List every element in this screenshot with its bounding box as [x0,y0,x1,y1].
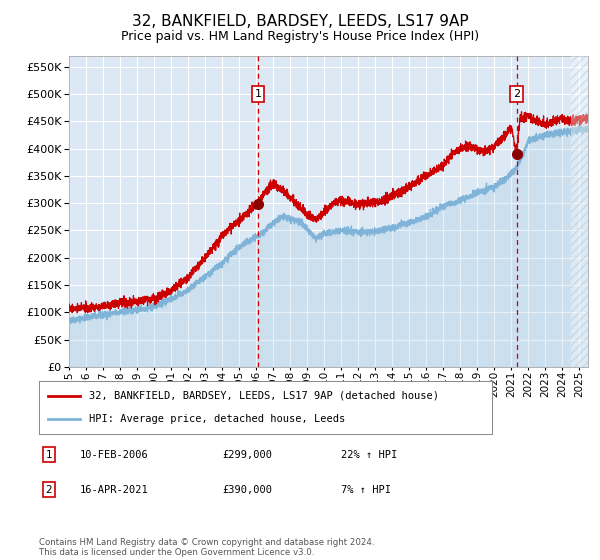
Text: 2: 2 [46,484,52,494]
Text: £299,000: £299,000 [223,450,272,460]
Text: 22% ↑ HPI: 22% ↑ HPI [341,450,398,460]
Text: 16-APR-2021: 16-APR-2021 [79,484,148,494]
Text: 1: 1 [46,450,52,460]
Text: 10-FEB-2006: 10-FEB-2006 [79,450,148,460]
Text: HPI: Average price, detached house, Leeds: HPI: Average price, detached house, Leed… [89,414,345,424]
Text: 1: 1 [254,89,262,99]
Text: Contains HM Land Registry data © Crown copyright and database right 2024.
This d: Contains HM Land Registry data © Crown c… [39,538,374,557]
Text: 2: 2 [513,89,520,99]
Text: 7% ↑ HPI: 7% ↑ HPI [341,484,391,494]
Text: Price paid vs. HM Land Registry's House Price Index (HPI): Price paid vs. HM Land Registry's House … [121,30,479,43]
Text: 32, BANKFIELD, BARDSEY, LEEDS, LS17 9AP: 32, BANKFIELD, BARDSEY, LEEDS, LS17 9AP [131,14,469,29]
Text: £390,000: £390,000 [223,484,272,494]
Text: 32, BANKFIELD, BARDSEY, LEEDS, LS17 9AP (detached house): 32, BANKFIELD, BARDSEY, LEEDS, LS17 9AP … [89,391,439,401]
